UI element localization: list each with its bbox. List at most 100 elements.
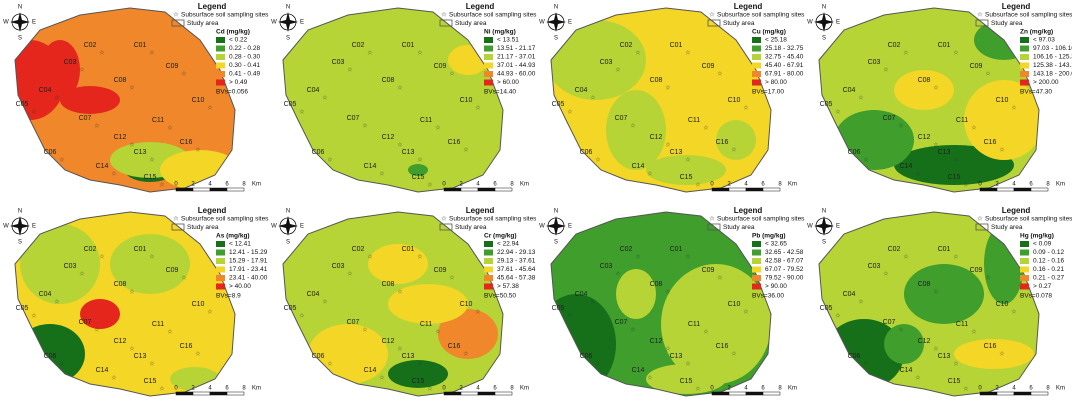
legend-class: 13.51 - 21.17: [497, 45, 536, 52]
legend-swatch: [216, 266, 225, 273]
legend-element: Cd (mg/kg): [216, 29, 250, 36]
compass-n: N: [286, 5, 290, 11]
scale-segment: [494, 391, 513, 396]
compass-n: N: [18, 209, 22, 215]
legend-swatch: [484, 45, 493, 52]
region-label: C12: [918, 134, 931, 141]
site: ☆: [635, 50, 640, 57]
legend-class: 106.16 - 125.38: [1033, 54, 1072, 61]
study-area: [282, 211, 504, 397]
region-label: C04: [843, 87, 856, 94]
region-label: C06: [580, 353, 593, 360]
region-label: C04: [575, 291, 588, 298]
region-label: C11: [420, 321, 432, 328]
legend-swatch: [1020, 283, 1029, 290]
site: ☆: [99, 50, 104, 57]
region-label: C05: [16, 305, 29, 312]
scale-segment: [728, 187, 747, 192]
legend-title: Legend: [466, 2, 495, 11]
scale-label: 2: [459, 386, 463, 392]
site: ☆: [427, 386, 432, 393]
region-label: C06: [312, 149, 325, 156]
legend-swatch: [1020, 249, 1029, 256]
scale-segment: [443, 391, 462, 396]
site: ☆: [475, 105, 480, 112]
scale-unit: Km: [520, 386, 529, 392]
region-label: C16: [984, 139, 997, 146]
site: ☆: [933, 85, 938, 92]
region-label: C03: [332, 263, 345, 270]
region-label: C06: [580, 149, 593, 156]
region-label: C14: [96, 163, 109, 170]
region-label: C12: [650, 134, 663, 141]
site: ☆: [362, 123, 367, 130]
site: ☆: [567, 313, 572, 320]
site: ☆: [159, 386, 164, 393]
compass-e: E: [32, 224, 36, 230]
legend-area-box: [439, 19, 453, 27]
scale-segment: [996, 187, 1015, 192]
scale-label: 8: [778, 182, 782, 188]
region-label: C05: [284, 101, 297, 108]
scale-label: 0: [442, 386, 446, 392]
site: ☆: [858, 299, 863, 306]
legend-class: 23.41 - 40.00: [229, 275, 268, 282]
scale-label: 0: [174, 386, 178, 392]
legend-swatch: [1020, 241, 1029, 247]
site: ☆: [1011, 309, 1016, 316]
legend-swatch: [1020, 71, 1029, 77]
scale-segment: [762, 187, 781, 192]
site: ☆: [971, 329, 976, 336]
study-area: [14, 211, 236, 397]
scale-label: 4: [476, 182, 480, 188]
scale-label: 4: [208, 386, 212, 392]
legend-swatch: [216, 258, 225, 264]
legend-swatch: [216, 45, 225, 52]
region-label: C12: [650, 338, 663, 345]
legend-swatch: [484, 62, 493, 69]
scale-label: 8: [510, 386, 514, 392]
compass-s: S: [18, 240, 22, 246]
site: ☆: [903, 254, 908, 261]
scale-segment: [1013, 391, 1032, 396]
legend-swatch: [752, 79, 761, 86]
legend-sites: Subsurface soil sampling sites: [717, 216, 805, 223]
region-label: C13: [134, 353, 147, 360]
region-label: C02: [352, 246, 365, 253]
site: ☆: [953, 157, 958, 164]
map-zone: [904, 264, 984, 324]
scale-label: 8: [242, 182, 246, 188]
bvs-label: BVs=14.40: [484, 89, 516, 96]
scale-segment: [209, 391, 228, 396]
compass-w: W: [3, 20, 9, 26]
legend-class: 67.07 - 79.52: [765, 266, 804, 273]
site: ☆: [590, 95, 595, 102]
compass-w: W: [807, 20, 813, 26]
region-label: C10: [728, 97, 741, 104]
scale-label: 6: [493, 386, 497, 392]
study-area: [282, 7, 504, 193]
scale-label: 6: [761, 386, 765, 392]
site: ☆: [195, 351, 200, 358]
site: ☆: [417, 361, 422, 368]
region-label: C09: [702, 267, 715, 274]
map-zone: [964, 80, 1039, 160]
scale-label: 2: [459, 182, 463, 188]
region-label: C10: [192, 301, 205, 308]
region-label: C09: [166, 63, 179, 70]
legend-swatch: [216, 71, 225, 77]
legend-swatch: [216, 62, 225, 69]
site: ☆: [695, 182, 700, 189]
region-label: C14: [364, 163, 377, 170]
legend-class: 32.65 - 42.58: [765, 249, 804, 256]
region-label: C15: [412, 174, 425, 181]
site: ☆: [475, 309, 480, 316]
region-label: C01: [402, 246, 415, 253]
scale-segment: [226, 391, 245, 396]
map-zone: [954, 339, 1034, 369]
region-label: C14: [632, 163, 645, 170]
scale-segment: [460, 187, 479, 192]
bvs-label: BVs=50.50: [484, 293, 516, 300]
region-label: C16: [716, 343, 729, 350]
region-label: C16: [448, 139, 461, 146]
